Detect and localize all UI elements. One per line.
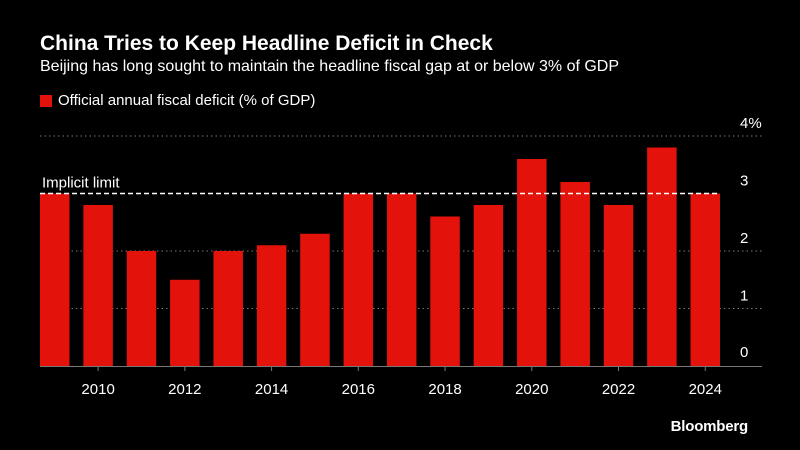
bar-2023 <box>647 147 677 366</box>
x-tick-label-2022: 2022 <box>602 381 635 398</box>
x-tick-label-2014: 2014 <box>255 381 288 398</box>
y-tick-label-3: 3 <box>740 173 748 190</box>
legend-label: Official annual fiscal deficit (% of GDP… <box>58 92 316 109</box>
y-tick-label-1: 1 <box>740 288 748 305</box>
bar-2020 <box>517 159 547 366</box>
bar-2017 <box>386 193 417 366</box>
implicit-limit-label: Implicit limit <box>42 175 120 192</box>
implicit-limit-annotation: Implicit limit <box>40 175 718 195</box>
bars <box>40 147 720 366</box>
bar-2009 <box>40 193 70 366</box>
bar-2022 <box>603 205 634 366</box>
x-tick-label-2012: 2012 <box>168 381 201 398</box>
bar-2024 <box>690 193 720 366</box>
legend-swatch <box>40 94 52 107</box>
y-tick-label-0: 0 <box>740 344 748 361</box>
x-tick-label-2010: 2010 <box>81 381 114 398</box>
bar-2012 <box>170 279 200 366</box>
x-tick-label-2016: 2016 <box>342 381 375 398</box>
x-tick-label-2018: 2018 <box>428 381 461 398</box>
y-tick-label-4: 4% <box>740 115 762 132</box>
bar-2010 <box>83 205 113 366</box>
bar-2011 <box>126 251 157 366</box>
bar-2015 <box>300 233 330 366</box>
bloomberg-logo: Bloomberg <box>670 418 749 435</box>
bar-2013 <box>213 251 243 366</box>
x-tick-label-2024: 2024 <box>689 381 722 398</box>
legend: Official annual fiscal deficit (% of GDP… <box>40 92 315 109</box>
bar-2018 <box>430 216 460 366</box>
bar-2019 <box>473 205 504 366</box>
y-tick-label-2: 2 <box>740 230 748 247</box>
bar-2016 <box>343 193 374 366</box>
x-tick-label-2020: 2020 <box>515 381 548 398</box>
x-axis-ticks: 2010 2012 2014 2016 2018 2020 2022 2024 <box>81 366 722 398</box>
bar-2014 <box>256 245 287 366</box>
chart-title: China Tries to Keep Headline Deficit in … <box>40 32 493 55</box>
y-axis-ticks: 0 1 2 3 4% <box>740 115 762 361</box>
bar-2021 <box>560 182 590 366</box>
chart-subtitle: Beijing has long sought to maintain the … <box>40 58 620 75</box>
